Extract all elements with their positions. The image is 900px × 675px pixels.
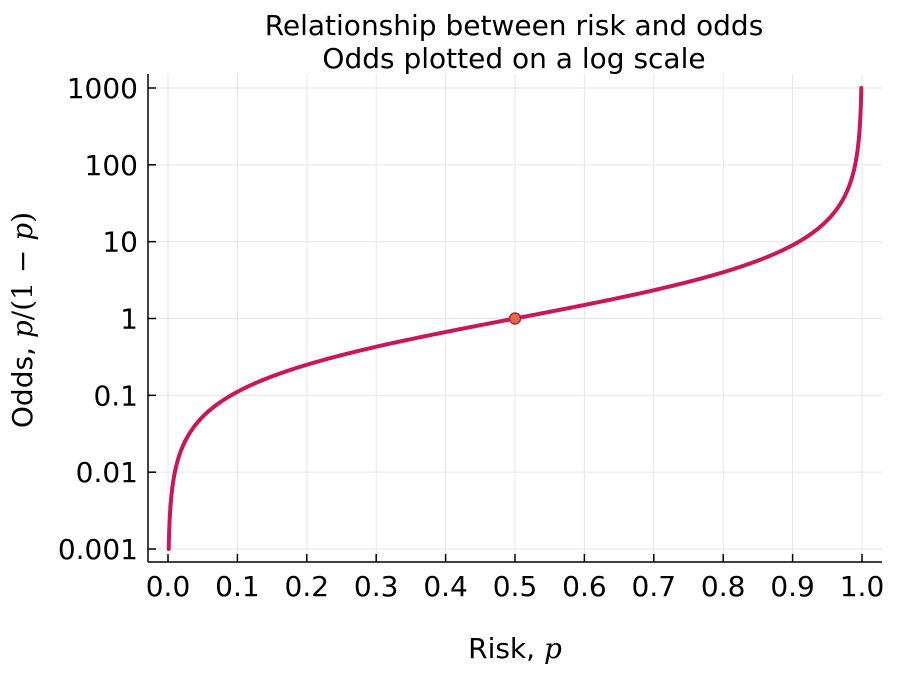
- highlight-point: [508, 312, 522, 325]
- x-tick-label: 1.0: [840, 570, 885, 603]
- x-tick-label: 0.4: [423, 570, 468, 603]
- x-tick-label: 0.5: [493, 570, 538, 603]
- x-tick-label: 0.8: [701, 570, 746, 603]
- y-axis-label-math-mid: /(1 −: [6, 241, 39, 320]
- y-axis-label: Odds, p/(1 − p): [6, 212, 39, 428]
- x-tick-label: 0.9: [770, 570, 815, 603]
- x-tick-label: 0.0: [146, 570, 191, 603]
- y-axis-label-text: Odds,: [6, 338, 39, 428]
- x-tick-label: 0.6: [562, 570, 607, 603]
- y-axis-label-math-p2: p: [6, 223, 39, 241]
- y-tick-label: 0.01: [76, 456, 138, 489]
- y-tick-label: 1: [120, 303, 138, 336]
- y-axis-label-math-p1: p: [6, 320, 39, 338]
- grid: [148, 74, 882, 562]
- chart-title: Relationship between risk and odds: [265, 9, 764, 42]
- y-tick-label: 100: [85, 149, 138, 182]
- x-axis-label-math: p: [544, 632, 562, 665]
- x-axis-label: Risk, p: [468, 632, 562, 665]
- x-tick-label: 0.2: [285, 570, 330, 603]
- x-ticks: 0.0 0.1 0.2 0.3 0.4 0.5 0.6 0.7 0.8 0.9 1.0: [146, 554, 885, 603]
- x-tick-label: 0.3: [354, 570, 399, 603]
- y-ticks: 0.001 0.01 0.1 1 10 100 1000: [58, 72, 156, 566]
- x-tick-label: 0.7: [632, 570, 677, 603]
- y-tick-label: 0.001: [58, 533, 138, 566]
- series: [166, 86, 864, 551]
- y-axis-label-math-close: ): [6, 212, 39, 223]
- x-tick-label: 0.1: [215, 570, 260, 603]
- y-tick-label: 1000: [67, 72, 138, 105]
- chart-subtitle: Odds plotted on a log scale: [322, 42, 705, 75]
- y-tick-label: 0.1: [93, 379, 138, 412]
- y-tick-label: 10: [102, 226, 138, 259]
- x-axis-label-text: Risk,: [468, 632, 544, 665]
